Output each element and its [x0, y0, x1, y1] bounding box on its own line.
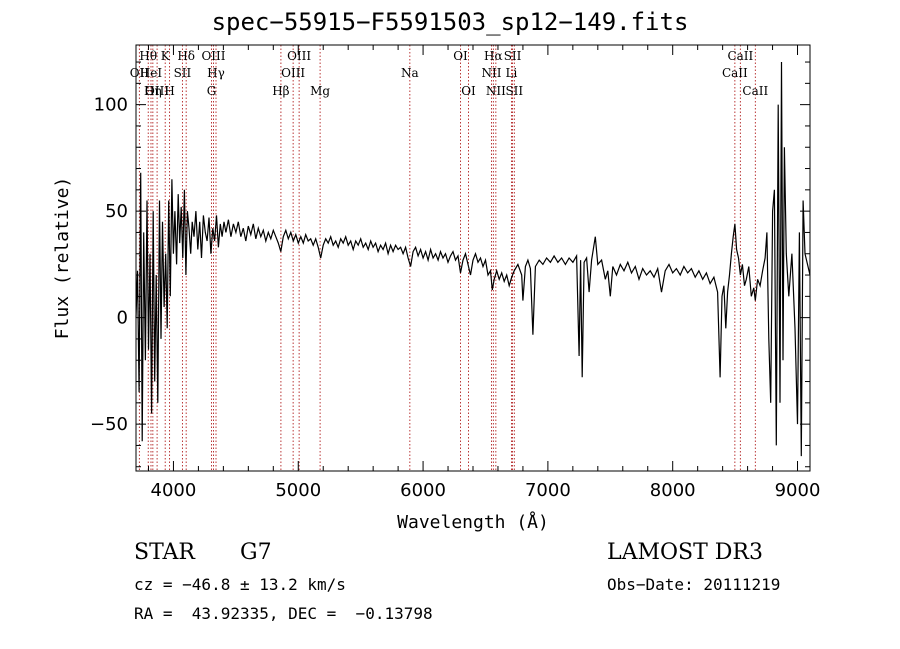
line-marker-label: Hδ	[177, 49, 195, 63]
line-marker-label: HeI	[140, 66, 163, 80]
line-marker-label: Na	[401, 66, 419, 80]
line-marker-label: NII	[481, 66, 501, 80]
x-tick-label: 6000	[400, 480, 446, 501]
chart-title: spec−55915−F5591503_sp12−149.fits	[211, 8, 689, 36]
x-axis-ticks: 4000 5000 6000 7000 8000 9000	[147, 45, 821, 501]
line-marker-label: OII	[130, 66, 150, 80]
line-marker-label: G	[207, 84, 217, 98]
x-tick-label: 9000	[775, 480, 821, 501]
x-axis-label: Wavelength (Å)	[397, 511, 549, 533]
line-marker-label: CaII	[722, 66, 748, 80]
plot-frame	[135, 44, 811, 472]
line-marker-label: Hθ	[139, 49, 157, 63]
y-tick-label: 50	[105, 201, 128, 222]
line-marker-label: K	[161, 49, 171, 63]
y-tick-label: −50	[90, 414, 128, 435]
coordinates: RA = 43.92335, DEC = −0.13798	[134, 604, 433, 623]
survey-name: LAMOST DR3	[607, 540, 763, 565]
line-marker-label: Hγ	[207, 66, 225, 80]
x-tick-label: 4000	[151, 480, 197, 501]
line-marker-label: H	[164, 84, 174, 98]
line-marker-labels: OIIHθHeIHηOIIIKHSIIHδGOIIIHγHβOIIIOIIIMg…	[130, 49, 769, 98]
line-marker-label: CaII	[742, 84, 768, 98]
line-marker-label: OI	[461, 84, 476, 98]
line-marker-label: OIII	[287, 49, 311, 63]
line-marker-label: SII	[174, 66, 192, 80]
line-marker-label: OI	[453, 49, 468, 63]
y-tick-label: 100	[94, 95, 128, 116]
line-marker-label: SII	[505, 84, 523, 98]
y-tick-label: 0	[117, 308, 128, 329]
object-subclass: G7	[240, 540, 272, 565]
y-axis-label: Flux (relative)	[52, 177, 73, 340]
line-marker-label: Hη	[144, 84, 162, 98]
line-marker-label: Mg	[310, 84, 330, 98]
x-tick-label: 5000	[275, 480, 321, 501]
line-marker-label: OIII	[145, 84, 169, 98]
y-axis-ticks: −50 0 50 100	[90, 61, 810, 468]
line-marker-label: Hβ	[272, 84, 289, 98]
line-marker-label: NII	[486, 84, 506, 98]
x-tick-label: 8000	[650, 480, 696, 501]
observation-date: Obs−Date: 20111219	[607, 575, 781, 594]
object-class: STAR	[134, 540, 195, 565]
line-marker-label: OIII	[201, 49, 225, 63]
line-marker-label: OIII	[281, 66, 305, 80]
x-tick-label: 7000	[525, 480, 571, 501]
flux-line	[135, 61, 811, 457]
line-markers	[138, 45, 756, 471]
line-marker-label: SII	[504, 49, 522, 63]
redshift-cz: cz = −46.8 ± 13.2 km/s	[134, 575, 346, 594]
line-marker-label: Hα	[484, 49, 503, 63]
line-marker-label: CaII	[727, 49, 753, 63]
line-marker-label: Li	[506, 66, 518, 80]
